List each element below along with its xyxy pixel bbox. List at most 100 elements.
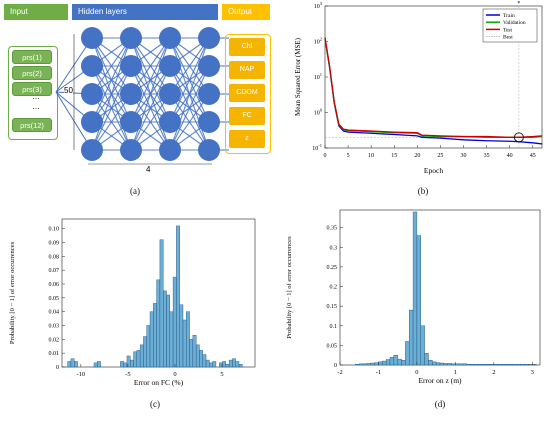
histogram-bar bbox=[497, 364, 502, 366]
neuron-node bbox=[159, 83, 181, 105]
y-axis-label: Probability [0 − 1] of error occurrences bbox=[286, 236, 293, 339]
output-group-border bbox=[225, 34, 271, 154]
caption-d: (d) bbox=[434, 399, 446, 409]
connection-line bbox=[91, 37, 132, 123]
histogram-bar bbox=[156, 279, 161, 368]
connection-line bbox=[130, 65, 171, 151]
y-tick-label: 0 bbox=[56, 365, 59, 371]
histogram-bar bbox=[146, 325, 151, 368]
neuron-node bbox=[198, 83, 220, 105]
histogram-bar bbox=[143, 336, 147, 368]
connection-line bbox=[169, 37, 210, 151]
x-tick-label: 20 bbox=[414, 153, 420, 159]
histogram-bar bbox=[189, 339, 194, 368]
histogram-bar bbox=[455, 363, 460, 366]
output-chl: Chl bbox=[229, 38, 265, 56]
network-neurons bbox=[81, 27, 220, 161]
x-tick-label: 0 bbox=[324, 153, 327, 159]
connection-line bbox=[130, 93, 171, 151]
y-tick-label: 0.05 bbox=[49, 296, 60, 302]
x-tick-label: 2 bbox=[492, 369, 495, 376]
histogram-bar bbox=[126, 355, 131, 368]
neuron-node bbox=[120, 139, 142, 161]
x-axis-label: Error on z (m) bbox=[418, 376, 462, 385]
histogram-bar bbox=[489, 364, 495, 366]
legend-entry-validation: Validation bbox=[503, 20, 526, 26]
panel-b-mse-chart: 0 5 10 15 20 25 30 35 40 45 10-1 100 101 102 103 * Train… bbox=[275, 0, 550, 205]
connection-line bbox=[91, 65, 132, 151]
y-tick-label: 0.04 bbox=[49, 310, 60, 316]
x-tick-label: 15 bbox=[391, 153, 397, 159]
y-tick-label: 0.02 bbox=[49, 337, 60, 343]
connection-line bbox=[130, 37, 171, 151]
series-line-test bbox=[324, 37, 543, 138]
hidden-layers-graph bbox=[55, 27, 229, 165]
histogram-bar bbox=[524, 364, 529, 366]
histogram-bar bbox=[176, 225, 180, 368]
x-tick-label: 0 bbox=[415, 369, 418, 376]
histogram-bar bbox=[412, 211, 418, 366]
y-tick-label: 0.03 bbox=[49, 324, 60, 330]
best-marker bbox=[513, 132, 524, 143]
panel-d-z-histogram: -2 -1 0 1 2 3 0 0.05 0.1 0.15 0.2 0.25 0.3 0.35 Error … bbox=[275, 205, 550, 416]
histogram-bar bbox=[235, 361, 240, 368]
x-axis-label: Error on FC (%) bbox=[134, 378, 184, 387]
histogram-bar bbox=[374, 362, 379, 366]
input-ellipsis-1: … bbox=[32, 92, 40, 101]
neuron-node bbox=[159, 55, 181, 77]
histogram-bar bbox=[451, 363, 456, 366]
connection-line bbox=[91, 37, 132, 95]
connection-line bbox=[91, 93, 132, 151]
histogram-bar bbox=[212, 361, 217, 368]
input-rrs-12: ρrs(12) bbox=[12, 118, 52, 132]
histogram-bar bbox=[493, 364, 498, 366]
x-tick-label: 35 bbox=[484, 153, 490, 159]
histogram-bar bbox=[163, 290, 167, 368]
histogram-bar bbox=[67, 361, 72, 368]
histogram-bar bbox=[466, 364, 471, 366]
y-tick-label: 0.2 bbox=[330, 285, 338, 291]
neuron-node bbox=[159, 139, 181, 161]
histogram-bar bbox=[209, 362, 213, 368]
output-fc: FC bbox=[229, 107, 265, 125]
histogram-bar bbox=[228, 359, 233, 368]
histogram-bar bbox=[439, 362, 445, 366]
y-tick-label: 0.35 bbox=[327, 226, 338, 232]
y-tick-label: 0.15 bbox=[327, 304, 338, 310]
histogram-bar bbox=[74, 361, 78, 368]
series-line-train bbox=[324, 38, 543, 145]
histogram-bar bbox=[409, 309, 414, 366]
neuron-node bbox=[198, 111, 220, 133]
histogram-bar bbox=[501, 364, 506, 366]
histogram-bar bbox=[172, 276, 177, 368]
mse-chart-svg: 0 5 10 15 20 25 30 35 40 45 10-1 100 101 102 103 *Train… bbox=[294, 1, 543, 175]
histogram-bar bbox=[232, 358, 236, 368]
x-tick-label: 40 bbox=[507, 153, 513, 159]
histogram-bar bbox=[370, 362, 375, 366]
neuron-node bbox=[159, 111, 181, 133]
histogram-bar bbox=[424, 353, 429, 366]
histogram-bar bbox=[470, 364, 475, 366]
histogram-bar bbox=[359, 363, 364, 366]
connection-line bbox=[91, 37, 132, 151]
histogram-bar bbox=[202, 354, 207, 368]
x-axis-label: Epoch bbox=[424, 166, 443, 175]
histogram-bar bbox=[133, 351, 138, 368]
legend-entry-train: Train bbox=[503, 13, 515, 19]
histogram-bar bbox=[405, 341, 410, 366]
histogram-bar bbox=[389, 356, 395, 366]
y-tick-label: 0.09 bbox=[49, 241, 60, 247]
y-tick-label: 0.1 bbox=[330, 324, 338, 330]
fc-histogram-svg: -10 -5 0 5 0 0.01 0.02 0.03 0.04 0.05 0.06 0.07 0.08… bbox=[9, 218, 256, 387]
y-axis-label: Probability [0 − 1] of error occurrences bbox=[9, 241, 16, 344]
histogram-bar bbox=[432, 361, 437, 366]
histogram-bar bbox=[397, 358, 402, 366]
histogram-bar bbox=[93, 362, 98, 368]
input-rrs-2: ρrs(2) bbox=[12, 66, 52, 80]
y-tick-label: 103 bbox=[314, 1, 323, 10]
x-tick-label: 5 bbox=[347, 153, 350, 159]
legend-entry-best: Best bbox=[503, 35, 513, 41]
x-tick-label: 1 bbox=[454, 369, 457, 376]
x-tick-label: 10 bbox=[368, 153, 374, 159]
histogram-bar bbox=[478, 364, 483, 366]
